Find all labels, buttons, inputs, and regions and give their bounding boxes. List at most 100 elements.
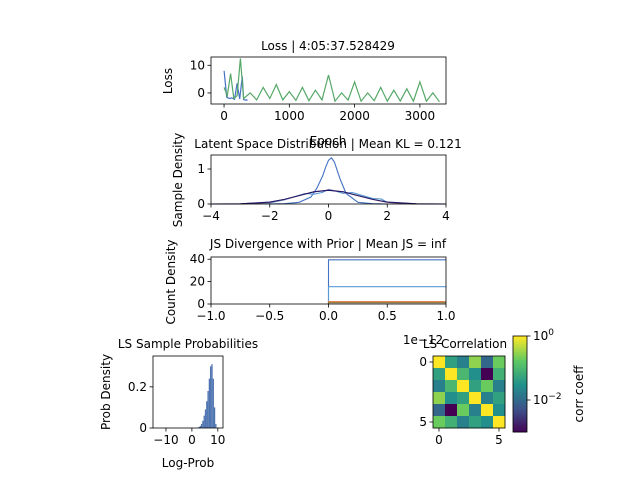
colorbar-segment [513, 402, 527, 405]
heatmap-cell [433, 416, 446, 429]
x-tick-label: −4 [202, 209, 220, 223]
colorbar-segment [513, 392, 527, 395]
x-tick-label: 3000 [405, 109, 436, 123]
colorbar-segment [513, 404, 527, 407]
ls-prob-axes-frame [152, 355, 224, 429]
heatmap-cell [481, 380, 494, 393]
colorbar-segment [513, 374, 527, 377]
js-plot-area [327, 259, 446, 304]
x-tick-label: −2 [261, 209, 279, 223]
ls-prob-title: LS Sample Probabilities [118, 337, 258, 351]
hist-bar [207, 390, 209, 428]
heatmap-cell [481, 416, 494, 429]
hist-bar [202, 420, 204, 428]
x-tick-label: −10 [153, 433, 178, 447]
hist-bar [200, 423, 203, 428]
colorbar-segment [513, 376, 527, 379]
colorbar: 100 10−2 [512, 328, 562, 433]
x-tick-label: 0 [435, 433, 443, 447]
x-tick-label: −0.5 [255, 309, 284, 323]
colorbar-segment [513, 366, 527, 369]
colorbar-segment [513, 358, 527, 361]
heatmap-cell [493, 356, 506, 369]
ls-prob-plot-area [198, 364, 217, 428]
colorbar-segment [513, 338, 527, 341]
heatmap-cell [469, 356, 482, 369]
js-title: JS Divergence with Prior | Mean JS = inf [209, 237, 447, 251]
hist-bar [208, 378, 211, 428]
y-tick-label: 0 [419, 355, 427, 369]
colorbar-segment [513, 384, 527, 387]
latent-x-ticks: −4 −2 0 2 4 [202, 204, 450, 223]
colorbar-segment [513, 428, 527, 431]
heatmap-cell [493, 416, 506, 429]
heatmap-cell [457, 404, 470, 417]
y-tick-label: 1 [197, 162, 205, 176]
colorbar-segment [513, 350, 527, 353]
latent-y-label: Sample Density [171, 133, 185, 227]
colorbar-tick-exponent: 0 [548, 328, 554, 338]
ls-prob-y-ticks: 00.2 [128, 380, 153, 435]
hist-bar [206, 401, 208, 428]
js-panel: JS Divergence with Prior | Mean JS = inf… [164, 237, 456, 347]
heatmap-cell [481, 404, 494, 417]
hist-bar [213, 407, 216, 428]
x-tick-label: 0 [188, 433, 196, 447]
heatmap-cell [433, 356, 446, 369]
y-tick-label: 0 [197, 197, 205, 211]
ls-corr-title: LS Correlation [423, 337, 507, 351]
heatmap-cell [469, 380, 482, 393]
colorbar-tick-label: 10−2 [533, 392, 562, 407]
series-line-0 [269, 156, 388, 205]
heatmap-cell [457, 368, 470, 381]
colorbar-segment [513, 422, 527, 425]
colorbar-segment [513, 378, 527, 381]
hist-bar [215, 423, 217, 428]
loss-panel: Loss | 4:05:37.528429 0 1000 2000 3000 010 … [161, 39, 447, 148]
loss-plot-area [223, 58, 440, 103]
hist-bar [203, 415, 205, 428]
y-tick-label: 0 [139, 421, 147, 435]
heatmap-cell [445, 416, 458, 429]
x-tick-label: 0 [325, 209, 333, 223]
heatmap-cell [433, 392, 446, 405]
ls-prob-x-label: Log-Prob [162, 456, 214, 470]
colorbar-segment [513, 398, 527, 401]
ls-prob-y-label: Prob Density [99, 354, 113, 430]
colorbar-segment [513, 414, 527, 417]
x-tick-label: 2 [383, 209, 391, 223]
ls-corr-y-ticks: 05 [419, 355, 433, 429]
colorbar-segment [513, 388, 527, 391]
hist-bar [199, 425, 201, 428]
heatmap-cell [445, 404, 458, 417]
js-y-label: Count Density [164, 239, 178, 324]
x-tick-label: 0 [220, 109, 228, 123]
series-line-3 [327, 302, 446, 304]
colorbar-tick-label: 100 [533, 328, 554, 343]
colorbar-segment [513, 410, 527, 413]
colorbar-frame [512, 335, 528, 433]
latent-plot-area [210, 156, 447, 205]
heatmap-cell [457, 392, 470, 405]
colorbar-segment [513, 370, 527, 373]
y-tick-label: 5 [419, 415, 427, 429]
colorbar-segment [513, 348, 527, 351]
hist-bar [211, 364, 213, 428]
heatmap-cell [469, 416, 482, 429]
x-tick-label: 0.5 [378, 309, 397, 323]
x-tick-label: 1.0 [436, 309, 455, 323]
colorbar-segment [513, 356, 527, 359]
colorbar-segment [513, 396, 527, 399]
colorbar-segment [513, 340, 527, 343]
heatmap-cell [433, 368, 446, 381]
heatmap-cell [445, 368, 458, 381]
hist-bar [210, 366, 212, 428]
series-line-2 [210, 189, 447, 205]
series-line-3 [210, 189, 447, 205]
heatmap-cell [445, 356, 458, 369]
y-tick-label: 20 [190, 275, 205, 289]
colorbar-label: corr coeff [572, 365, 586, 423]
colorbar-segment [513, 352, 527, 355]
loss-x-ticks: 0 1000 2000 3000 [220, 104, 435, 123]
loss-axes-frame [210, 56, 447, 105]
